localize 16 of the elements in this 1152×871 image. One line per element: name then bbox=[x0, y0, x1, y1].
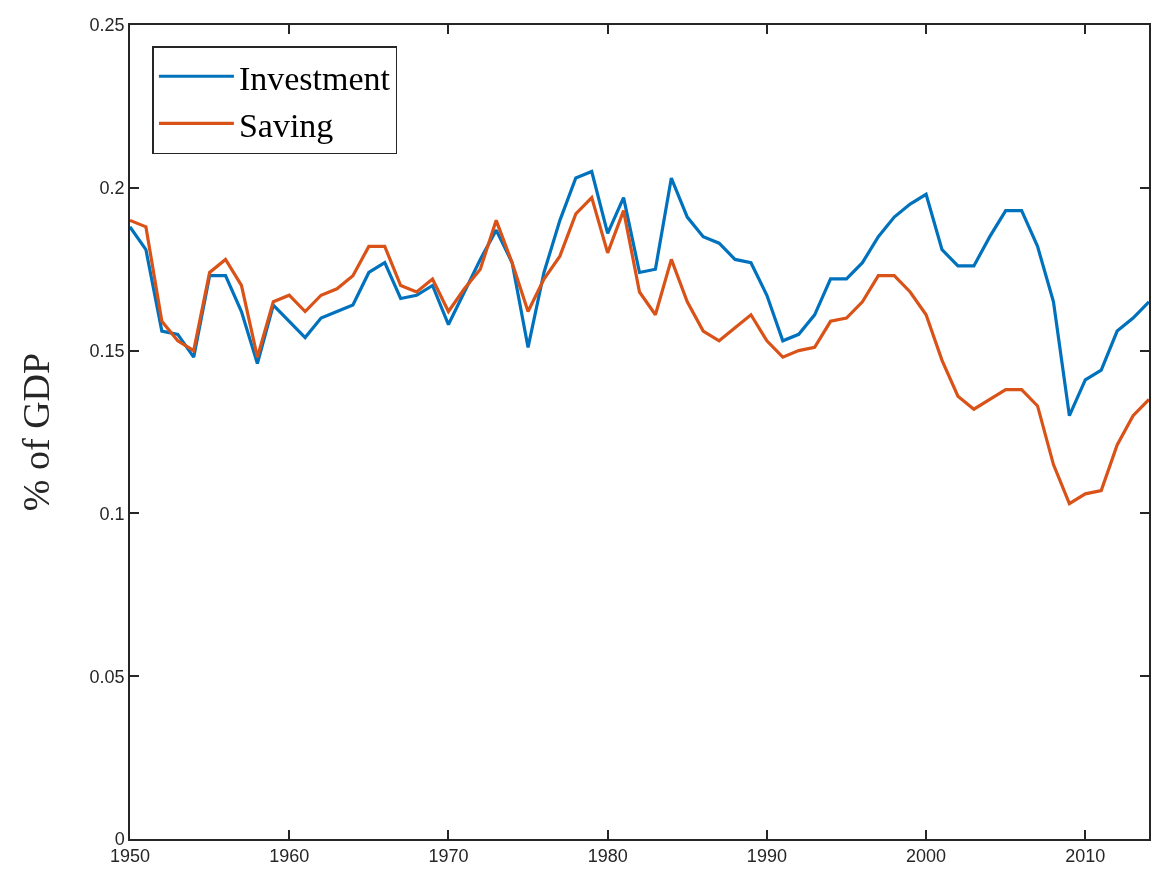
x-tick-label: 1980 bbox=[587, 846, 628, 867]
y-tick-label: 0.1 bbox=[99, 503, 125, 524]
legend-label: Saving bbox=[238, 106, 334, 144]
line-series bbox=[130, 195, 1149, 506]
x-tick-label: 1970 bbox=[428, 846, 469, 867]
legend-label: Investment bbox=[238, 59, 391, 97]
y-tick-label: 0.2 bbox=[99, 178, 125, 199]
x-tick-label: 2000 bbox=[906, 846, 947, 867]
x-tick-label: 2010 bbox=[1065, 846, 1106, 867]
y-tick-label: 0.05 bbox=[89, 666, 125, 687]
y-tick-label: 0.15 bbox=[89, 340, 125, 361]
y-tick-label: 0.25 bbox=[89, 15, 125, 36]
x-tick-label: 1990 bbox=[746, 846, 787, 867]
x-tick-label: 1960 bbox=[269, 846, 310, 867]
line-series bbox=[130, 169, 1149, 418]
y-axis-title: % of GDP bbox=[15, 352, 58, 512]
